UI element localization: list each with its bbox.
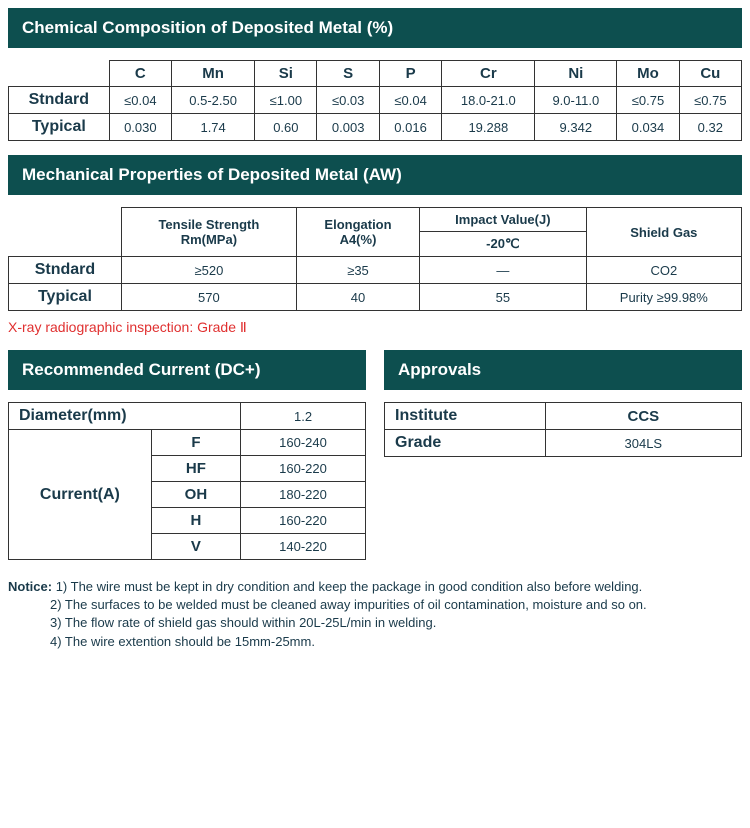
chem-cell: 19.288 (442, 114, 535, 141)
notice-label: Notice: (8, 579, 52, 594)
pos-label: H (151, 508, 240, 534)
institute-value: CCS (545, 403, 741, 430)
chem-row-standard: Stndard ≤0.04 0.5-2.50 ≤1.00 ≤0.03 ≤0.04… (9, 87, 742, 114)
chem-cell: 18.0-21.0 (442, 87, 535, 114)
chem-row-label: Typical (9, 114, 110, 141)
institute-label: Institute (385, 403, 546, 430)
notice-3: 3) The flow rate of shield gas should wi… (8, 614, 742, 632)
current-label: Current(A) (9, 430, 152, 560)
mech-row-label: Stndard (9, 257, 122, 284)
grade-label: Grade (385, 430, 546, 457)
chem-cell: ≤0.04 (379, 87, 441, 114)
chem-cell: 0.003 (317, 114, 379, 141)
notice-1: 1) The wire must be kept in dry conditio… (56, 579, 643, 594)
mech-cell: — (420, 257, 587, 284)
chem-cell: ≤0.03 (317, 87, 379, 114)
mech-cell: ≥520 (121, 257, 296, 284)
pos-label: F (151, 430, 240, 456)
grade-value: 304LS (545, 430, 741, 457)
chem-cell: 9.342 (535, 114, 617, 141)
chem-cell: 1.74 (172, 114, 255, 141)
mech-col-tensile: Tensile StrengthRm(MPa) (121, 208, 296, 257)
curr-val: 140-220 (241, 534, 366, 560)
pos-label: HF (151, 456, 240, 482)
chem-cell: ≤0.75 (679, 87, 741, 114)
chem-col: Ni (535, 61, 617, 87)
chem-cell: 0.60 (255, 114, 317, 141)
chem-cell: 0.32 (679, 114, 741, 141)
chem-header: Chemical Composition of Deposited Metal … (8, 8, 742, 48)
current-table: Diameter(mm) 1.2 Current(A) F 160-240 HF… (8, 402, 366, 560)
mech-row-label: Typical (9, 284, 122, 311)
chem-col: Mo (617, 61, 679, 87)
chem-col: Cr (442, 61, 535, 87)
curr-val: 180-220 (241, 482, 366, 508)
chem-table: C Mn Si S P Cr Ni Mo Cu Stndard ≤0.04 0.… (8, 60, 742, 141)
mech-cell: 40 (296, 284, 419, 311)
chem-row-label: Stndard (9, 87, 110, 114)
chem-col: C (109, 61, 171, 87)
chem-cell: 0.034 (617, 114, 679, 141)
chem-cell: 9.0-11.0 (535, 87, 617, 114)
notice-2: 2) The surfaces to be welded must be cle… (8, 596, 742, 614)
mech-cell: 570 (121, 284, 296, 311)
chem-col: P (379, 61, 441, 87)
mech-col-elong: ElongationA4(%) (296, 208, 419, 257)
chem-cell: ≤0.75 (617, 87, 679, 114)
curr-val: 160-240 (241, 430, 366, 456)
mech-cell: 55 (420, 284, 587, 311)
notice-4: 4) The wire extention should be 15mm-25m… (8, 633, 742, 651)
mech-cell: CO2 (586, 257, 741, 284)
mech-row-standard: Stndard ≥520 ≥35 — CO2 (9, 257, 742, 284)
curr-val: 160-220 (241, 456, 366, 482)
pos-label: OH (151, 482, 240, 508)
chem-col: Mn (172, 61, 255, 87)
xray-note: X-ray radiographic inspection: Grade Ⅱ (8, 319, 742, 336)
mech-cell: Purity ≥99.98% (586, 284, 741, 311)
current-header: Recommended Current (DC+) (8, 350, 366, 390)
chem-cell: 0.5-2.50 (172, 87, 255, 114)
chem-cell: 0.030 (109, 114, 171, 141)
curr-val: 160-220 (241, 508, 366, 534)
chem-col: Si (255, 61, 317, 87)
chem-row-typical: Typical 0.030 1.74 0.60 0.003 0.016 19.2… (9, 114, 742, 141)
mech-header: Mechanical Properties of Deposited Metal… (8, 155, 742, 195)
mech-cell: ≥35 (296, 257, 419, 284)
approvals-table: Institute CCS Grade 304LS (384, 402, 742, 457)
mech-col-shield: Shield Gas (586, 208, 741, 257)
mech-col-impact-sub: -20℃ (420, 232, 587, 257)
approvals-header: Approvals (384, 350, 742, 390)
chem-cell: ≤0.04 (109, 87, 171, 114)
mech-col-impact: Impact Value(J) (420, 208, 587, 232)
chem-head-row: C Mn Si S P Cr Ni Mo Cu (9, 61, 742, 87)
mech-table: Tensile StrengthRm(MPa) ElongationA4(%) … (8, 207, 742, 311)
chem-col: S (317, 61, 379, 87)
pos-label: V (151, 534, 240, 560)
diameter-value: 1.2 (241, 403, 366, 430)
chem-cell: ≤1.00 (255, 87, 317, 114)
mech-row-typical: Typical 570 40 55 Purity ≥99.98% (9, 284, 742, 311)
notice-block: Notice: 1) The wire must be kept in dry … (8, 578, 742, 651)
diameter-label: Diameter(mm) (9, 403, 241, 430)
chem-cell: 0.016 (379, 114, 441, 141)
chem-col: Cu (679, 61, 741, 87)
